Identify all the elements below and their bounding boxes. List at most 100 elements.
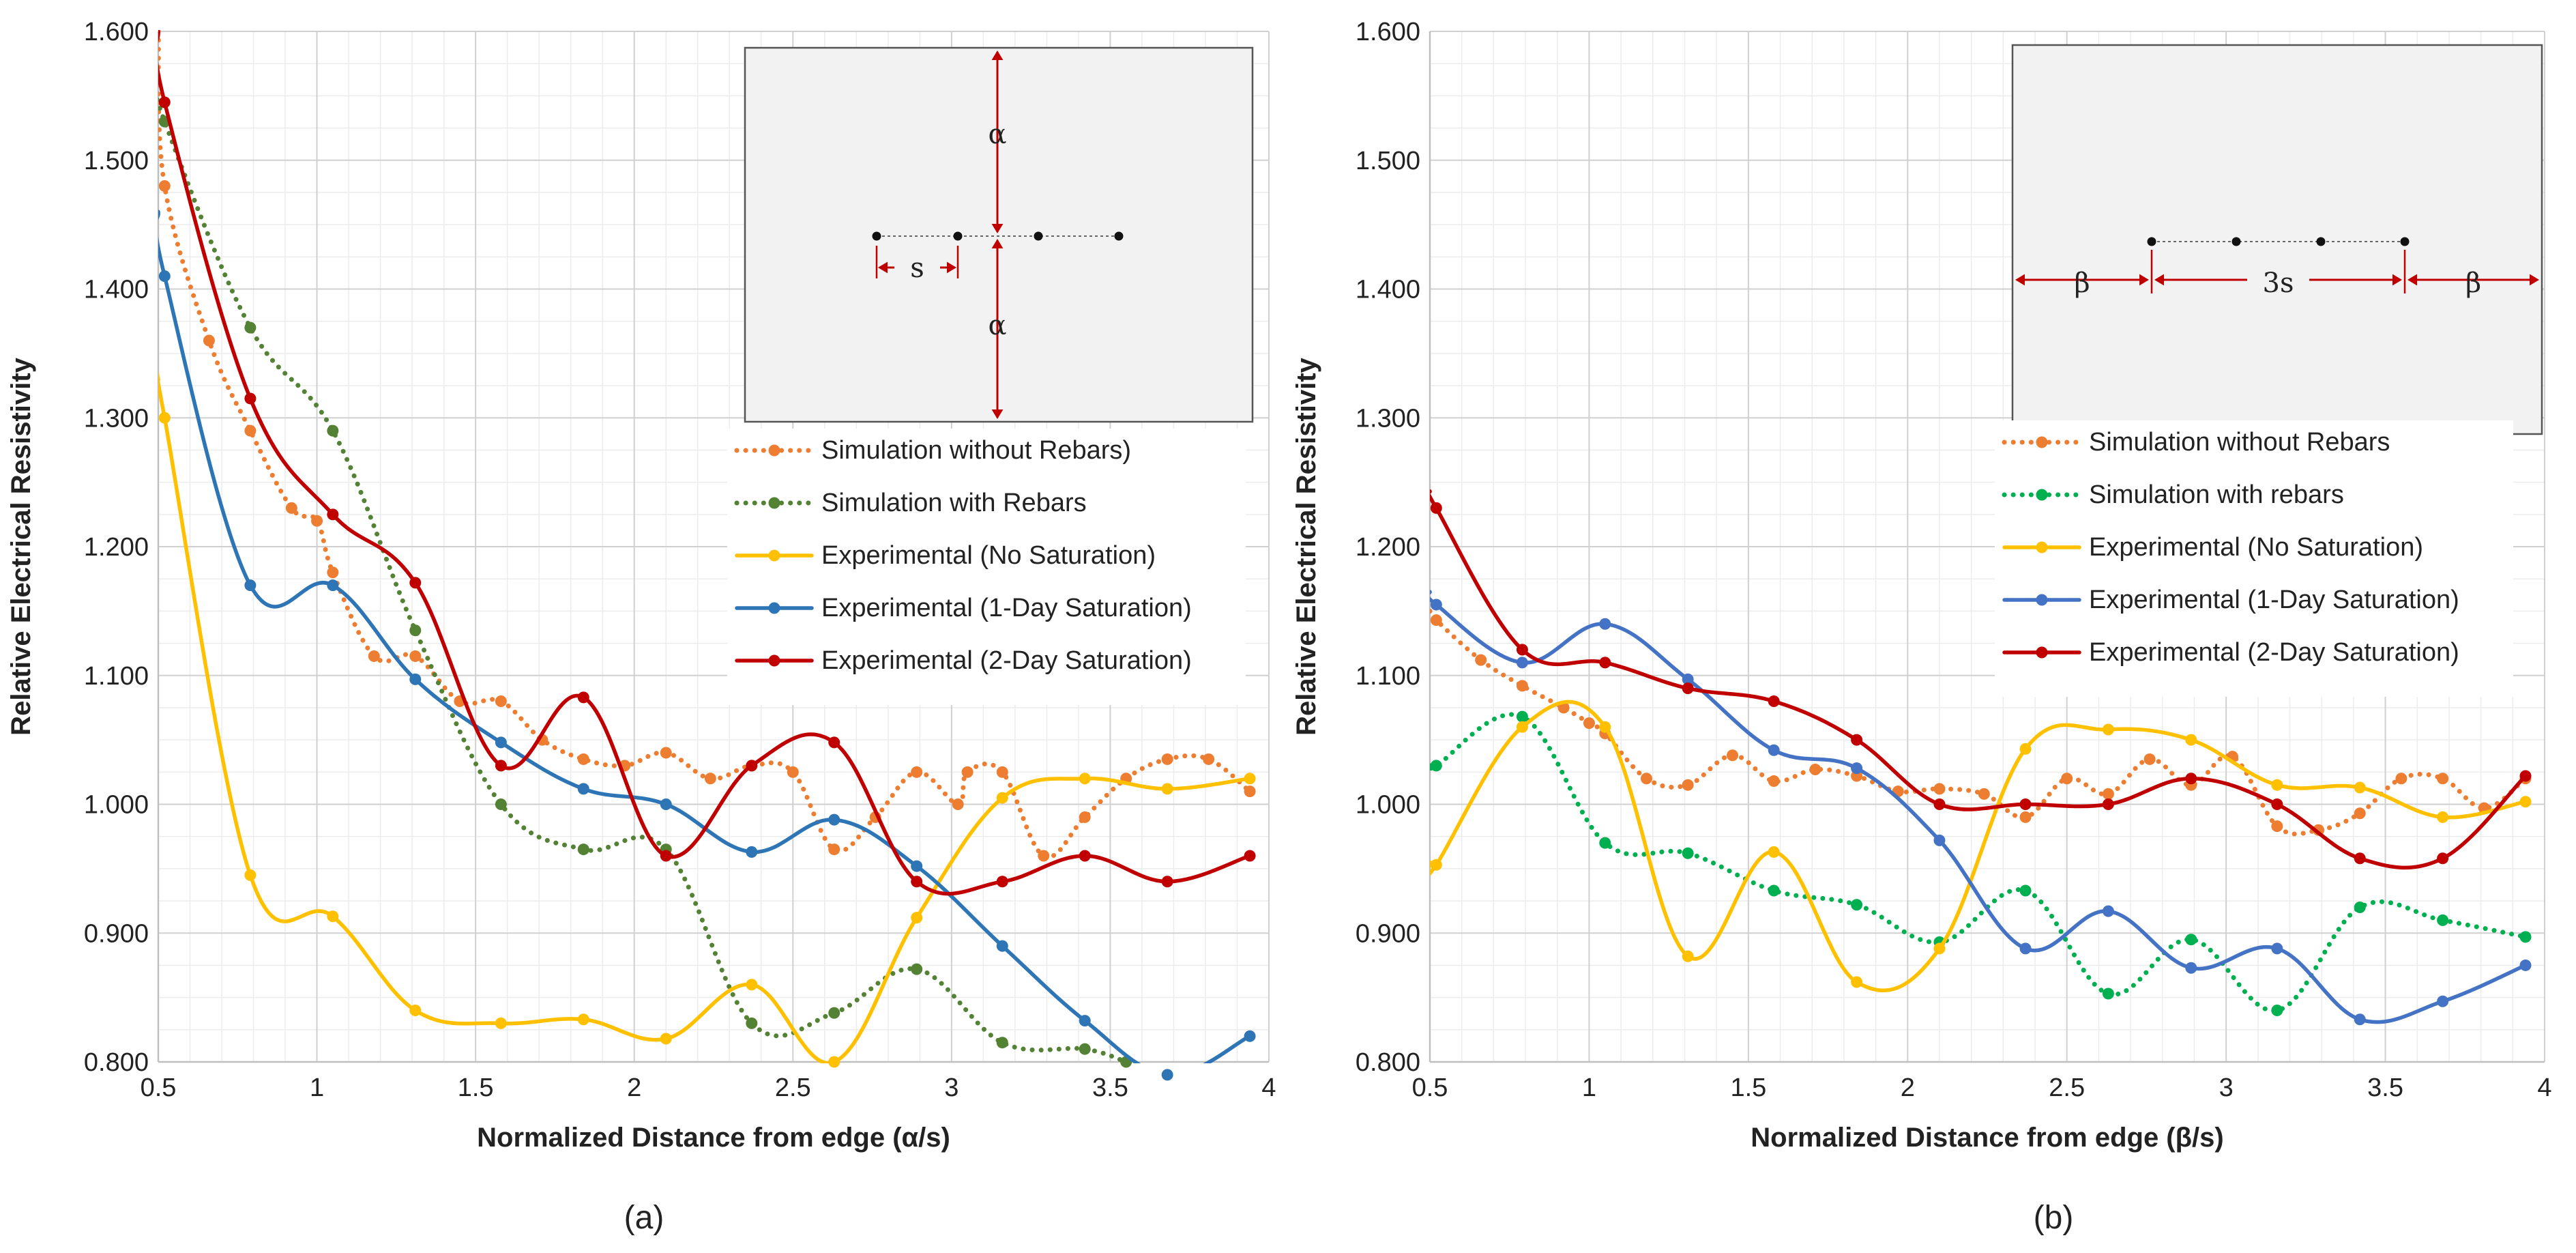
alpha-bottom-label: α (988, 310, 1006, 341)
data-point (2019, 743, 2032, 755)
data-point (495, 736, 507, 749)
series-1 (1430, 608, 2532, 837)
data-point (996, 876, 1008, 888)
legend-label: Simulation with rebars (2089, 480, 2344, 509)
data-point (2354, 852, 2366, 865)
data-point (1933, 942, 1946, 955)
data-point (1203, 753, 1215, 765)
data-point (660, 850, 672, 862)
y-tick-label: 1.200 (84, 533, 149, 562)
concrete-specimen (744, 46, 1254, 423)
data-point (327, 424, 339, 437)
data-point (1516, 710, 1528, 723)
y-tick-label: 0.800 (84, 1048, 149, 1077)
data-point (996, 940, 1008, 952)
data-point (2271, 798, 2283, 810)
legend-item: Experimental (1-Day Saturation) (735, 594, 1192, 622)
legend-item: Simulation without Rebars (2002, 428, 2390, 457)
panel-caption: (a) (624, 1200, 664, 1236)
y-tick-label: 0.900 (1356, 919, 1420, 948)
data-point (2271, 1005, 2283, 1016)
legend-label: Experimental (1-Day Saturation) (821, 594, 1192, 622)
data-point (1768, 695, 1780, 707)
data-point (1768, 846, 1780, 858)
legend-label: Simulation without Rebars) (821, 436, 1131, 465)
x-tick-label: 0.5 (141, 1074, 177, 1102)
electrode-point (2316, 237, 2326, 246)
data-point (409, 624, 422, 637)
data-point (828, 813, 840, 826)
legend-item: Simulation without Rebars) (734, 436, 1131, 465)
legend-marker (768, 602, 780, 614)
beta-right-label: β (2465, 268, 2481, 299)
legend-item: Simulation with rebars (2002, 480, 2344, 509)
data-point (244, 321, 257, 334)
data-point (660, 1033, 672, 1045)
data-point (746, 979, 758, 991)
data-point (828, 1007, 840, 1019)
y-tick-label: 0.900 (84, 919, 149, 948)
arrow-head (2154, 274, 2164, 286)
spacing-label: s (910, 253, 924, 284)
legend: Simulation without Rebars Simulation with… (1995, 420, 2513, 697)
data-point (2019, 798, 2032, 810)
data-point (2354, 781, 2366, 794)
data-point (1599, 837, 1611, 849)
data-point (2354, 1013, 2366, 1026)
data-point (996, 792, 1008, 804)
x-tick-label: 2 (1901, 1074, 1915, 1102)
data-point (2019, 884, 2032, 897)
data-point (828, 844, 840, 856)
y-tick-label: 0.800 (1356, 1048, 1420, 1077)
data-point (577, 691, 589, 704)
data-point (1038, 850, 1050, 862)
data-point (244, 424, 257, 437)
legend-item: Experimental (1-Day Saturation) (2002, 586, 2459, 614)
data-point (1475, 654, 1487, 666)
data-point (1244, 850, 1256, 862)
arrow-head (2139, 274, 2149, 286)
legend-marker (768, 497, 780, 509)
data-point (1599, 721, 1611, 733)
series-4 (1430, 590, 2532, 1026)
series-line (158, 371, 1252, 1063)
data-point (409, 673, 422, 685)
electrode-point (2231, 237, 2241, 246)
data-point (1244, 786, 1256, 798)
y-tick-label: 1.400 (1356, 276, 1420, 304)
data-point (2102, 788, 2114, 800)
electrode-inset: β 3s β (2011, 44, 2543, 435)
data-point (1682, 673, 1694, 685)
spacing-label: 3s (2263, 268, 2294, 299)
data-point (996, 766, 1008, 778)
data-point (1161, 1069, 1173, 1081)
data-point (2519, 931, 2532, 943)
data-point (577, 844, 589, 856)
data-point (1583, 717, 1595, 730)
data-point (1851, 762, 1863, 775)
x-tick-label: 3.5 (1092, 1074, 1128, 1102)
arrow-head (991, 409, 1004, 419)
legend-marker (768, 654, 780, 667)
data-point (1599, 657, 1611, 669)
data-point (285, 502, 297, 514)
data-point (911, 860, 923, 872)
arrow-head (2530, 274, 2539, 286)
series-5 (1430, 489, 2532, 870)
data-point (1682, 779, 1694, 791)
data-point (2143, 753, 2156, 765)
panel-caption: (b) (2034, 1200, 2074, 1236)
data-point (1599, 618, 1611, 630)
series-line (1430, 590, 2528, 1024)
legend-item: Experimental (No Saturation) (2002, 533, 2423, 562)
series-line (1430, 712, 2528, 1013)
arrow-head (991, 239, 1004, 248)
data-point (2102, 988, 2114, 1000)
data-point (2185, 734, 2197, 746)
x-tick-label: 2.5 (2049, 1074, 2085, 1102)
x-tick-label: 0.5 (1412, 1074, 1448, 1102)
data-point (1682, 950, 1694, 962)
legend-item: Simulation with Rebars (734, 489, 1087, 517)
x-axis-title: Normalized Distance from edge (β/s) (1751, 1123, 2223, 1153)
